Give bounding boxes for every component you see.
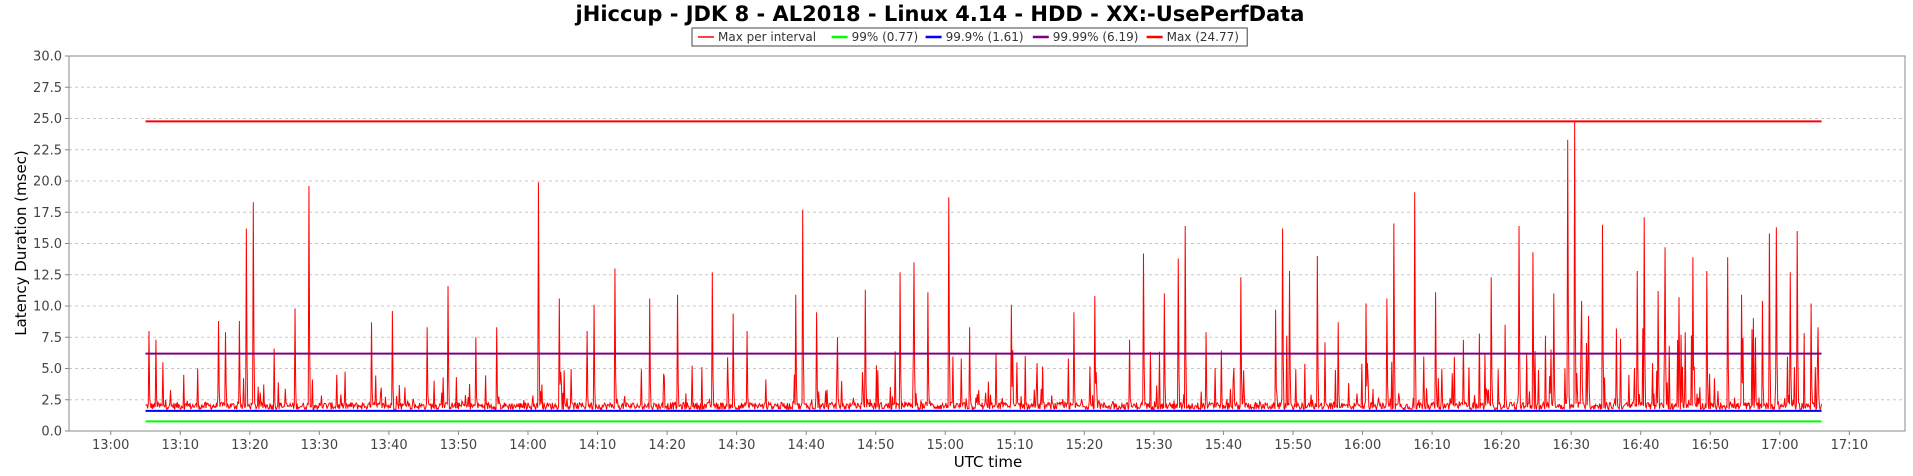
x-tick-label: 13:20 [231,438,268,453]
x-tick-label: 13:40 [370,438,407,453]
x-tick-label: 14:30 [718,438,755,453]
x-tick-label: 13:00 [92,438,129,453]
x-tick-label: 17:10 [1831,438,1868,453]
x-tick-label: 13:30 [301,438,338,453]
x-tick-label: 15:40 [1205,438,1242,453]
legend-label: 99.9% (1.61) [946,30,1024,44]
x-tick-label: 16:50 [1692,438,1729,453]
x-tick-label: 16:10 [1413,438,1450,453]
y-axis: 0.0 2.5 5.0 7.5 10.0 12.5 15.0 17.5 20.0 22.5 25.0… [33,50,69,440]
y-axis-label: Latency Duration (msec) [12,150,30,336]
x-tick-label: 15:30 [1135,438,1172,453]
x-tick-label: 15:20 [1066,438,1103,453]
legend-label: Max per interval [718,30,816,44]
x-tick-label: 13:10 [162,438,199,453]
x-tick-label: 13:50 [440,438,477,453]
x-tick-label: 16:00 [1344,438,1381,453]
y-tick-label: 30.0 [33,50,62,65]
x-tick-label: 14:50 [857,438,894,453]
y-tick-label: 10.0 [33,300,62,315]
y-tick-label: 27.5 [33,81,62,96]
x-tick-label: 14:00 [509,438,546,453]
y-tick-label: 12.5 [33,268,62,283]
x-tick-label: 14:40 [787,438,824,453]
y-tick-label: 0.0 [41,425,62,440]
legend-box [691,27,1248,47]
x-tick-label: 16:40 [1622,438,1659,453]
x-tick-label: 14:10 [579,438,616,453]
x-tick-label: 17:00 [1761,438,1798,453]
y-tick-label: 17.5 [33,206,62,221]
x-tick-label: 15:50 [1274,438,1311,453]
y-tick-label: 7.5 [41,331,62,346]
series-layer [145,120,1823,423]
series-max-per-interval [145,122,1823,412]
x-tick-label: 15:10 [996,438,1033,453]
x-tick-label: 15:00 [927,438,964,453]
y-tick-label: 25.0 [33,112,62,127]
grid [69,86,1905,401]
x-tick-label: 14:20 [648,438,685,453]
y-tick-label: 15.0 [33,237,62,252]
y-tick-label: 22.5 [33,143,62,158]
y-tick-label: 20.0 [33,175,62,190]
chart-title: jHiccup - JDK 8 - AL2018 - Linux 4.14 - … [575,2,1305,26]
legend-label: 99.99% (6.19) [1053,30,1139,44]
x-axis-label: UTC time [954,453,1022,471]
x-tick-label: 16:20 [1483,438,1520,453]
legend: Max per interval 99% (0.77) 99.9% (1.61) 99… [691,27,1248,47]
legend-label: 99% (0.77) [852,30,919,44]
legend-label: Max (24.77) [1167,30,1239,44]
y-tick-label: 5.0 [41,362,62,377]
x-tick-label: 16:30 [1552,438,1589,453]
x-axis: 13:00 13:10 13:20 13:30 13:40 13:50 14:00 14:10… [92,431,1868,453]
y-tick-label: 2.5 [41,393,62,408]
